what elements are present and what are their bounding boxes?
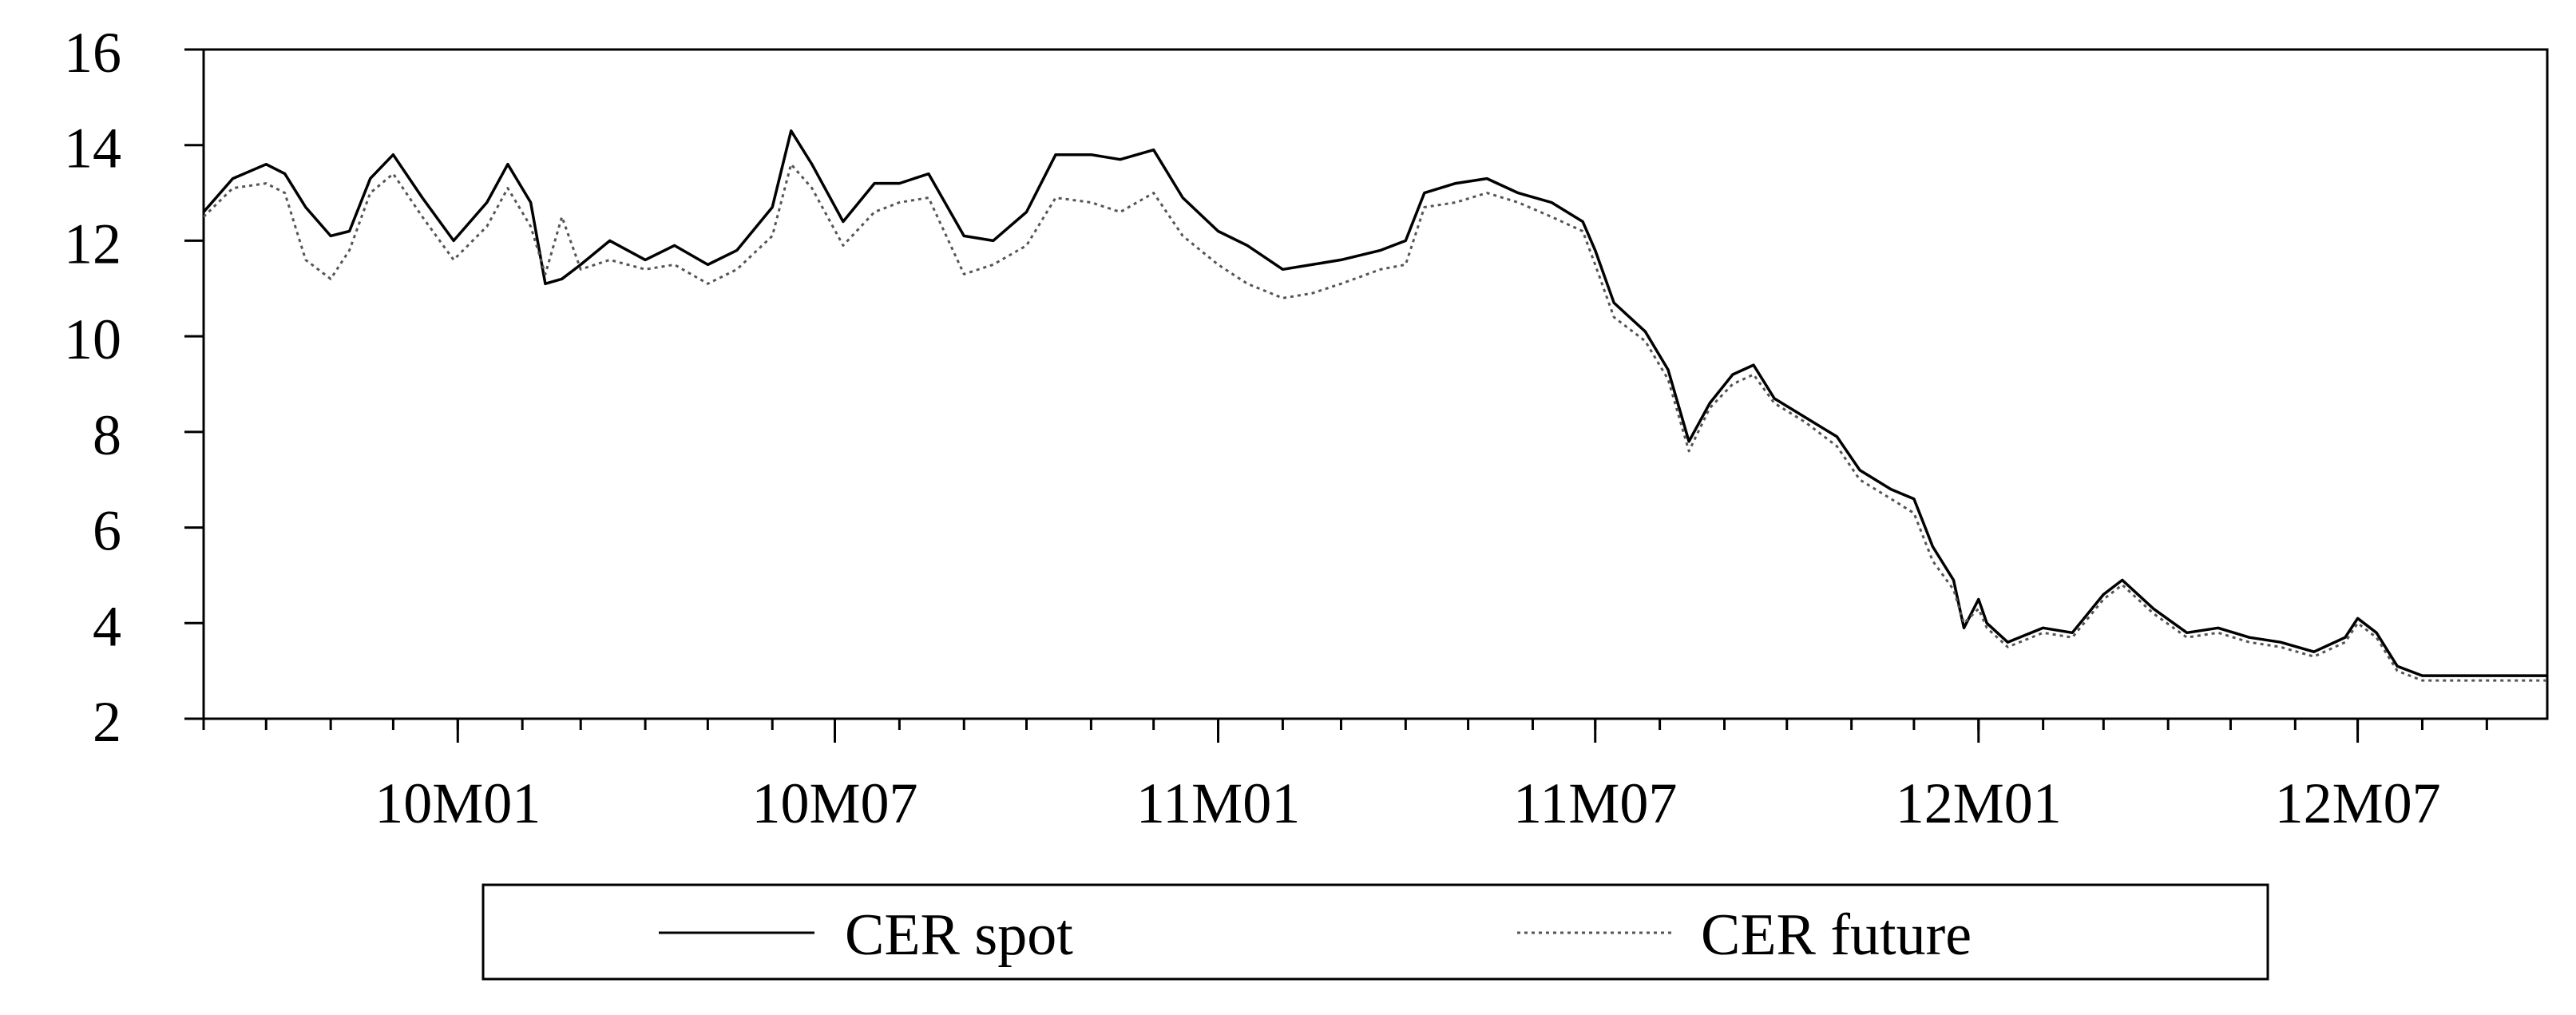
y-tick-label: 6	[93, 499, 121, 563]
x-tick-label: 11M07	[1513, 771, 1677, 835]
series-line-future	[202, 163, 2547, 682]
y-tick-label: 8	[93, 403, 121, 467]
y-tick-label: 4	[93, 594, 121, 658]
y-tick-label: 2	[93, 690, 121, 754]
x-tick-label: 12M01	[1896, 771, 2062, 835]
legend-label: CER spot	[845, 902, 1073, 968]
series-line-spot	[202, 129, 2547, 677]
legend-label: CER future	[1701, 902, 1972, 968]
y-tick-label: 14	[64, 117, 121, 180]
x-tick-label: 12M07	[2275, 771, 2441, 835]
x-tick-label: 10M07	[751, 771, 917, 835]
y-tick-label: 12	[64, 212, 121, 276]
x-tick-label: 10M01	[375, 771, 541, 835]
y-tick-label: 16	[64, 21, 121, 85]
y-tick-label: 10	[64, 307, 121, 371]
x-tick-label: 11M01	[1136, 771, 1300, 835]
plot-frame	[202, 48, 2549, 720]
